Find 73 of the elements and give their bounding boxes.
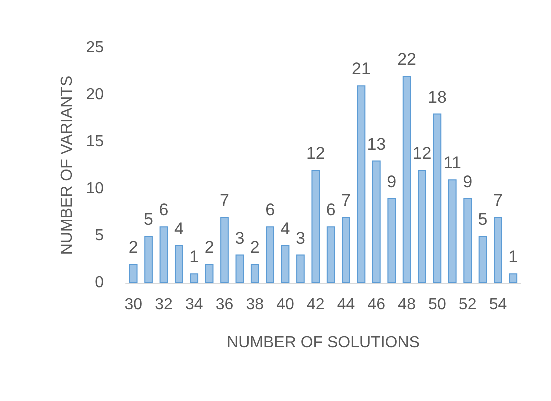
bar (174, 245, 184, 283)
data-label: 22 (398, 50, 417, 70)
x-tick-label: 52 (458, 296, 477, 314)
data-label: 7 (220, 191, 230, 210)
bar (236, 254, 244, 283)
bar (144, 236, 153, 283)
bar (342, 217, 350, 283)
bar (266, 226, 275, 283)
data-label: 2 (128, 238, 138, 258)
y-tick-label: 25 (86, 40, 104, 56)
y-tick-label: 15 (86, 134, 104, 150)
bar (160, 226, 168, 283)
bar (205, 264, 214, 283)
bar (478, 236, 488, 283)
bar (494, 217, 502, 283)
data-label: 6 (326, 200, 336, 220)
bar (281, 245, 290, 283)
bar (433, 114, 442, 283)
y-tick-label: 5 (95, 228, 104, 244)
x-tick-label: 36 (216, 296, 234, 314)
data-label: 2 (204, 238, 214, 258)
data-label: 9 (463, 172, 473, 192)
data-label: 3 (235, 228, 245, 248)
bar (250, 264, 260, 283)
bar (388, 198, 396, 283)
data-label: 2 (250, 238, 260, 258)
x-tick-label: 40 (276, 296, 295, 314)
x-tick-label: 38 (246, 296, 264, 314)
x-tick-label: 54 (489, 296, 508, 314)
x-tick-label: 32 (155, 296, 173, 314)
bar (129, 264, 138, 283)
data-label: 1 (508, 248, 518, 267)
data-label: 3 (296, 228, 306, 248)
data-label: 7 (493, 191, 503, 210)
data-label: 12 (306, 144, 326, 164)
data-label: 5 (478, 210, 488, 229)
y-axis-title: NUMBER OF VARIANTS (58, 76, 76, 256)
bar (402, 76, 412, 283)
bar (509, 274, 518, 283)
y-tick-label: 10 (86, 180, 104, 198)
x-tick-label: 42 (307, 296, 325, 314)
bar (296, 254, 305, 283)
data-label: 21 (352, 60, 371, 79)
x-tick-label: 44 (337, 296, 356, 314)
x-tick-label: 30 (124, 296, 143, 314)
data-label: 6 (159, 200, 169, 220)
data-label: 13 (367, 134, 386, 154)
bar (220, 217, 229, 283)
y-tick-label: 0 (95, 274, 104, 292)
x-tick-label: 46 (368, 296, 386, 314)
data-label: 6 (266, 200, 276, 220)
bar (464, 198, 472, 283)
x-tick-label: 34 (185, 296, 204, 314)
data-label: 4 (280, 219, 290, 238)
bar (448, 180, 457, 283)
bar (372, 160, 381, 283)
bar (326, 226, 336, 283)
data-label: 7 (342, 191, 352, 210)
bar (312, 170, 320, 283)
x-tick-label: 50 (428, 296, 446, 314)
data-label: 11 (444, 154, 462, 173)
data-label: 9 (387, 172, 397, 192)
data-label: 12 (412, 144, 432, 164)
bar (418, 170, 426, 283)
data-label: 4 (174, 219, 184, 238)
data-label: 1 (190, 248, 200, 267)
bar (190, 274, 199, 283)
bar (357, 86, 366, 283)
y-tick-label: 20 (86, 86, 104, 104)
x-axis-title: NUMBER OF SOLUTIONS (227, 334, 420, 352)
data-label: 5 (144, 210, 154, 229)
x-tick-label: 48 (398, 296, 416, 314)
data-label: 18 (428, 88, 447, 107)
